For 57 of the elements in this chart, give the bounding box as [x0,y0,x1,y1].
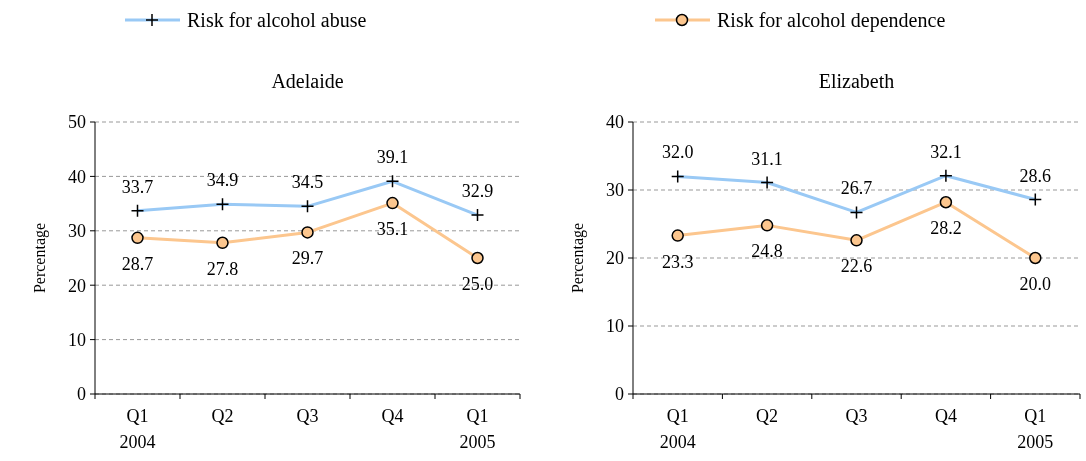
y-tick-label: 30 [606,180,624,201]
data-label: 28.2 [930,218,962,239]
data-label: 34.9 [206,170,239,191]
y-tick-label: 20 [606,248,624,269]
point [671,229,684,242]
data-label: 35.1 [376,219,409,240]
x-tick-label: Q1 2004 [659,406,696,452]
y-tick-label: 0 [77,384,86,405]
x-tick-label: Q2 [211,406,234,426]
y-tick-label: 30 [68,221,86,242]
data-label: 34.5 [291,172,324,193]
y-tick-label: 10 [606,316,624,337]
data-label: 33.7 [121,176,154,197]
y-tick-label: 40 [606,112,624,133]
data-label: 28.6 [1019,165,1052,186]
x-tick-label: Q3 [845,406,868,426]
y-tick-label: 50 [68,112,86,133]
x-tick-label: Q1 2005 [459,406,496,452]
y-axis-title: Percentage [569,222,587,294]
data-label: 31.1 [751,148,783,169]
point [1029,251,1042,265]
data-label: 32.0 [661,142,694,163]
y-tick-label: 10 [68,329,86,350]
data-label: 23.3 [661,251,694,272]
point [760,219,774,232]
data-label: 27.8 [206,258,239,279]
legend-label: Risk for alcohol dependence [717,9,946,32]
x-tick-label: Q1 2004 [119,406,156,452]
legend-label: Risk for alcohol abuse [187,9,367,31]
point [301,226,314,239]
chart-title: Elizabeth [818,70,895,92]
data-label: 20.0 [1019,274,1052,294]
data-label: 29.7 [291,248,324,269]
x-tick-label: Q3 [296,406,319,426]
data-label: 26.7 [840,178,873,199]
data-label: 24.8 [751,241,783,262]
x-tick-label: Q4 [934,406,957,426]
data-label: 25.0 [461,274,494,294]
x-tick-label: Q2 [756,406,779,426]
y-axis-title: Percentage [31,222,49,294]
y-tick-label: 0 [615,384,624,405]
data-label: 28.7 [121,253,154,274]
point [131,231,144,245]
point [386,196,399,210]
data-label: 32.1 [930,141,962,162]
point [850,234,863,247]
data-label: 32.9 [461,181,494,202]
point [471,251,484,265]
x-tick-label: Q1 2005 [1017,406,1054,452]
y-tick-label: 40 [68,166,86,187]
y-tick-label: 20 [68,275,86,296]
x-tick-label: Q4 [381,406,404,426]
point [216,236,229,250]
data-label: 22.6 [840,256,873,277]
point [939,195,953,209]
data-label: 39.1 [376,147,409,168]
chart-title: Adelaide [271,70,344,92]
